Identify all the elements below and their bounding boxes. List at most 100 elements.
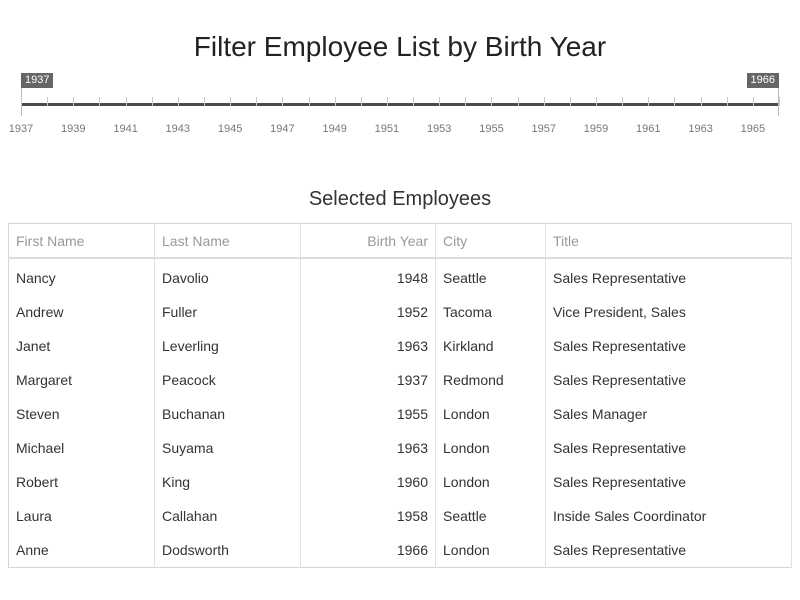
slider-tick-label: 1941 (113, 123, 138, 135)
table-row: Steven Buchanan 1955 London Sales Manager (8, 397, 792, 431)
slider-tick (361, 97, 362, 106)
slider-min-handle[interactable]: 1937 (21, 73, 54, 88)
slider-tick (439, 97, 440, 106)
birth-year-cell: 1966 (300, 533, 436, 568)
table-row: Robert King 1960 London Sales Representative (8, 465, 792, 499)
title-cell: Sales Representative (545, 465, 792, 499)
table-row: Andrew Fuller 1952 Tacoma Vice President, Sa… (8, 295, 792, 329)
slider-tick (204, 97, 205, 106)
title-cell: Vice President, Sales (545, 295, 792, 329)
first-name-cell: Laura (8, 499, 155, 533)
city-cell: London (435, 431, 546, 465)
slider-tick (491, 97, 492, 106)
birth-year-range-slider[interactable]: 1937 1966 1937 1939 1941 1943 1945 1947 1949 19… (0, 70, 800, 140)
last-name-cell: Suyama (154, 431, 301, 465)
slider-tick (779, 97, 780, 106)
first-name-cell: Steven (8, 397, 155, 431)
title-cell: Sales Representative (545, 258, 792, 295)
birth-year-cell: 1963 (300, 329, 436, 363)
title-cell: Sales Representative (545, 363, 792, 397)
city-cell: London (435, 397, 546, 431)
slider-tick-label: 1947 (270, 123, 295, 135)
table-row: Laura Callahan 1958 Seattle Inside Sales Coo… (8, 499, 792, 533)
slider-tick (753, 97, 754, 106)
slider-tick-label: 1961 (636, 123, 661, 135)
last-name-cell: Peacock (154, 363, 301, 397)
city-cell: London (435, 465, 546, 499)
slider-max-handle[interactable]: 1966 (746, 73, 779, 88)
slider-selected-range (21, 103, 779, 106)
table-header-row: First Name Last Name Birth Year City Tit… (8, 223, 792, 259)
slider-tick-label: 1963 (688, 123, 713, 135)
last-name-cell: Buchanan (154, 397, 301, 431)
slider-tick (256, 97, 257, 106)
slider-tick-label: 1939 (61, 123, 86, 135)
last-name-cell: Fuller (154, 295, 301, 329)
slider-tick (21, 97, 22, 106)
city-cell: Seattle (435, 258, 546, 295)
title-cell: Sales Representative (545, 329, 792, 363)
city-cell: London (435, 533, 546, 568)
column-header-city[interactable]: City (435, 223, 546, 259)
birth-year-cell: 1948 (300, 258, 436, 295)
slider-tick-label: 1959 (583, 123, 609, 135)
slider-tick (518, 97, 519, 106)
slider-tick (230, 97, 231, 106)
slider-tick-label: 1965 (740, 123, 766, 135)
slider-tick (178, 97, 179, 106)
slider-tick-label: 1949 (322, 123, 347, 135)
birth-year-cell: 1955 (300, 397, 436, 431)
slider-max-handle-stem[interactable] (778, 88, 779, 116)
birth-year-cell: 1952 (300, 295, 436, 329)
birth-year-cell: 1958 (300, 499, 436, 533)
birth-year-cell: 1960 (300, 465, 436, 499)
column-header-title[interactable]: Title (545, 223, 792, 259)
last-name-cell: King (154, 465, 301, 499)
title-cell: Sales Manager (545, 397, 792, 431)
city-cell: Kirkland (435, 329, 546, 363)
first-name-cell: Robert (8, 465, 155, 499)
slider-tick (152, 97, 153, 106)
last-name-cell: Leverling (154, 329, 301, 363)
slider-tick (674, 97, 675, 106)
slider-tick (544, 97, 545, 106)
slider-tick (727, 97, 728, 106)
table-row: Nancy Davolio 1948 Seattle Sales Representat… (8, 258, 792, 295)
city-cell: Tacoma (435, 295, 546, 329)
slider-tick (413, 97, 414, 106)
column-header-first-name[interactable]: First Name (8, 223, 155, 259)
first-name-cell: Anne (8, 533, 155, 568)
slider-tick (335, 97, 336, 106)
slider-tick-label: 1945 (217, 123, 243, 135)
slider-tick (126, 97, 127, 106)
table-row: Michael Suyama 1963 London Sales Representat… (8, 431, 792, 465)
table-row: Janet Leverling 1963 Kirkland Sales Represen… (8, 329, 792, 363)
section-title: Selected Employees (308, 188, 492, 210)
slider-tick (387, 97, 388, 106)
city-cell: Seattle (435, 499, 546, 533)
slider-tick-label: 1955 (479, 123, 504, 135)
slider-tick-label: 1943 (165, 123, 191, 135)
slider-tick (282, 97, 283, 106)
title-cell: Sales Representative (545, 533, 792, 568)
column-header-birth-year[interactable]: Birth Year (300, 223, 436, 259)
title-cell: Inside Sales Coordinator (545, 499, 792, 533)
employees-table: First Name Last Name Birth Year City Tit… (8, 223, 792, 568)
last-name-cell: Dodsworth (154, 533, 301, 568)
birth-year-cell: 1937 (300, 363, 436, 397)
slider-tick (570, 97, 571, 106)
first-name-cell: Margaret (8, 363, 155, 397)
page-title: Filter Employee List by Birth Year (193, 31, 607, 62)
slider-tick (648, 97, 649, 106)
first-name-cell: Michael (8, 431, 155, 465)
slider-tick-label: 1957 (531, 123, 557, 135)
slider-tick (465, 97, 466, 106)
first-name-cell: Janet (8, 329, 155, 363)
last-name-cell: Davolio (154, 258, 301, 295)
column-header-last-name[interactable]: Last Name (154, 223, 301, 259)
slider-tick-label: 1937 (8, 123, 34, 135)
slider-tick-label: 1951 (374, 123, 400, 135)
table-row: Margaret Peacock 1937 Redmond Sales Represen… (8, 363, 792, 397)
slider-tick-label: 1953 (426, 123, 452, 135)
table-body: Nancy Davolio 1948 Seattle Sales Representat… (8, 258, 792, 568)
